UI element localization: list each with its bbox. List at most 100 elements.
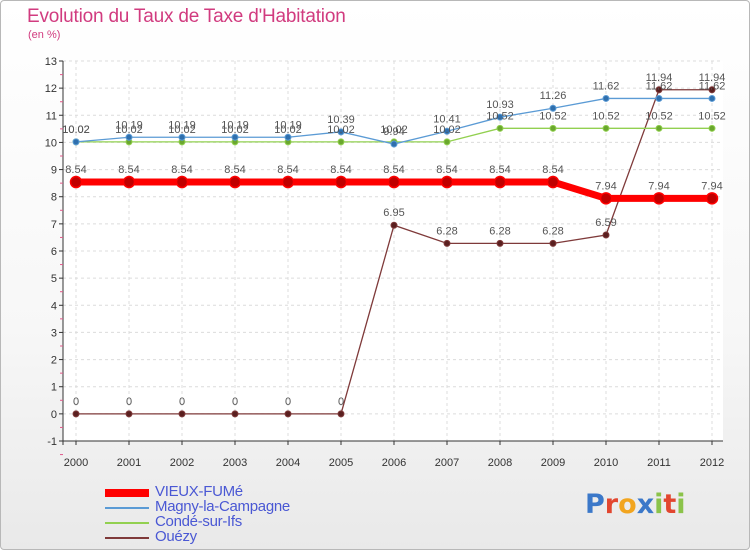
data-label: 10.02	[115, 124, 143, 136]
data-label: 8.54	[542, 164, 563, 176]
y-tick-label: -1	[47, 436, 57, 448]
x-tick-label: 2007	[435, 457, 459, 469]
legend-label: VIEUX-FUMé	[155, 483, 243, 500]
data-point	[231, 410, 239, 418]
legend-label: Magny-la-Campagne	[155, 498, 290, 515]
y-tick-label: 12	[45, 83, 57, 95]
data-label: 11.94	[699, 72, 726, 84]
data-point	[496, 113, 504, 121]
data-label: 11.26	[540, 90, 567, 102]
data-label: 10.02	[327, 124, 355, 136]
data-point	[334, 175, 348, 189]
data-point	[549, 239, 557, 247]
data-point	[443, 239, 451, 247]
data-point	[602, 231, 610, 239]
x-tick-label: 2001	[117, 457, 141, 469]
data-point	[443, 138, 451, 146]
data-point	[655, 86, 663, 94]
x-tick-label: 2006	[382, 457, 406, 469]
data-label: 10.19	[274, 119, 302, 131]
x-tick-label: 2009	[541, 457, 565, 469]
data-point	[602, 124, 610, 132]
data-label: 0	[126, 396, 132, 408]
data-label: 10.19	[221, 119, 249, 131]
logo-letter: i	[676, 489, 686, 520]
x-tick-label: 2012	[700, 457, 724, 469]
data-point	[443, 127, 451, 135]
data-point	[546, 175, 560, 189]
legend-label: Ouézy	[155, 528, 197, 545]
logo-letter: o	[618, 489, 637, 520]
data-point	[228, 175, 242, 189]
data-point	[655, 94, 663, 102]
data-point	[705, 192, 719, 205]
data-point	[284, 133, 292, 141]
legend-label: Condé-sur-Ifs	[155, 513, 242, 530]
chart-title: Evolution du Taux de Taxe d'Habitation	[27, 6, 346, 27]
y-tick-label: 3	[51, 327, 57, 339]
data-point	[72, 410, 80, 418]
data-label: 11.62	[646, 80, 673, 92]
data-point	[281, 175, 295, 189]
data-label: 10.02	[433, 124, 461, 136]
data-point	[178, 410, 186, 418]
data-label: 10.39	[327, 114, 355, 126]
data-label: 0	[73, 396, 79, 408]
data-label: 7.94	[595, 180, 616, 192]
data-label: 8.54	[383, 164, 404, 176]
data-label: 6.28	[542, 225, 563, 237]
data-point	[69, 175, 83, 189]
x-tick-label: 2000	[64, 457, 88, 469]
x-tick-label: 2011	[647, 457, 671, 469]
data-point	[125, 133, 133, 141]
data-label: 0	[285, 396, 291, 408]
data-label: 7.94	[648, 180, 669, 192]
y-tick-label: 4	[51, 300, 57, 312]
logo-letter: P	[585, 489, 605, 520]
data-label: 6.59	[595, 217, 616, 229]
data-point	[72, 138, 80, 146]
data-label: 10.02	[380, 124, 408, 136]
data-label: 6.95	[383, 207, 404, 219]
y-tick-label: 5	[51, 273, 57, 285]
chart-unit: (en %)	[28, 29, 61, 41]
y-tick-label: 7	[51, 219, 57, 231]
data-label: 11.62	[593, 80, 620, 92]
data-point	[337, 128, 345, 136]
data-label: 8.54	[171, 164, 192, 176]
data-label: 10.19	[168, 119, 196, 131]
logo-letter: t	[663, 489, 677, 520]
x-tick-label: 2005	[329, 457, 353, 469]
data-label: 9.94	[383, 126, 404, 138]
data-label: 10.41	[433, 113, 461, 125]
data-point	[708, 124, 716, 132]
data-point	[175, 175, 189, 189]
logo-letter: x	[636, 489, 655, 520]
y-tick-label: 0	[51, 409, 57, 421]
data-label: 11.62	[699, 80, 726, 92]
y-tick-label: 9	[51, 165, 57, 177]
x-tick-label: 2002	[170, 457, 194, 469]
x-tick-label: 2008	[488, 457, 512, 469]
data-point	[549, 124, 557, 132]
data-label: 10.02	[168, 124, 196, 136]
data-point	[178, 133, 186, 141]
data-label: 0	[338, 396, 344, 408]
data-label: 8.54	[224, 164, 245, 176]
data-label: 10.02	[221, 124, 249, 136]
data-point	[496, 239, 504, 247]
legend-swatch	[105, 489, 149, 497]
data-point	[652, 192, 666, 205]
data-label: 10.93	[486, 99, 514, 111]
data-point	[493, 175, 507, 189]
data-label: 10.02	[62, 124, 90, 136]
x-tick-label: 2010	[594, 457, 618, 469]
data-label: 10.02	[62, 124, 90, 136]
data-point	[337, 410, 345, 418]
data-label: 8.54	[277, 164, 298, 176]
data-label: 10.52	[645, 110, 673, 122]
data-point	[231, 133, 239, 141]
data-label: 10.52	[592, 110, 620, 122]
y-tick-label: 2	[51, 355, 57, 367]
